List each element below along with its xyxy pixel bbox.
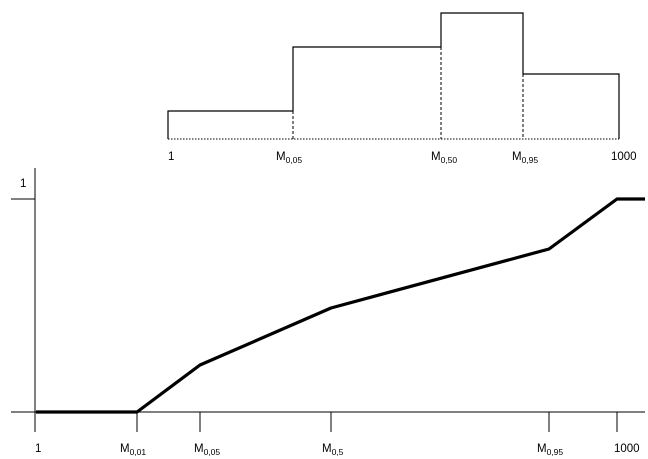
x-label-m01: M0,01 [120, 443, 146, 457]
y-label-one: 1 [20, 178, 26, 190]
x-ticks [34, 412, 618, 432]
cdf-curve [36, 197, 645, 414]
x-label-m95: M0,95 [537, 443, 563, 457]
histogram-label-m50: M0,50 [431, 151, 457, 165]
histogram: 1 M0,05 M0,50 M0,95 1000 [167, 12, 637, 165]
cdf-plot: 1 1 M0,01 M0,05 M0,5 M0,95 1000 [11, 168, 645, 457]
histogram-outline [167, 12, 620, 139]
x-label-m5: M0,5 [322, 443, 344, 457]
histogram-label-thousand: 1000 [611, 151, 637, 163]
histogram-label-m05: M0,05 [276, 151, 302, 165]
x-label-thousand: 1000 [614, 443, 640, 455]
histogram-label-m95: M0,95 [512, 151, 538, 165]
histogram-label-one: 1 [168, 151, 174, 163]
x-label-one: 1 [35, 443, 41, 455]
x-label-m05: M0,05 [194, 443, 220, 457]
